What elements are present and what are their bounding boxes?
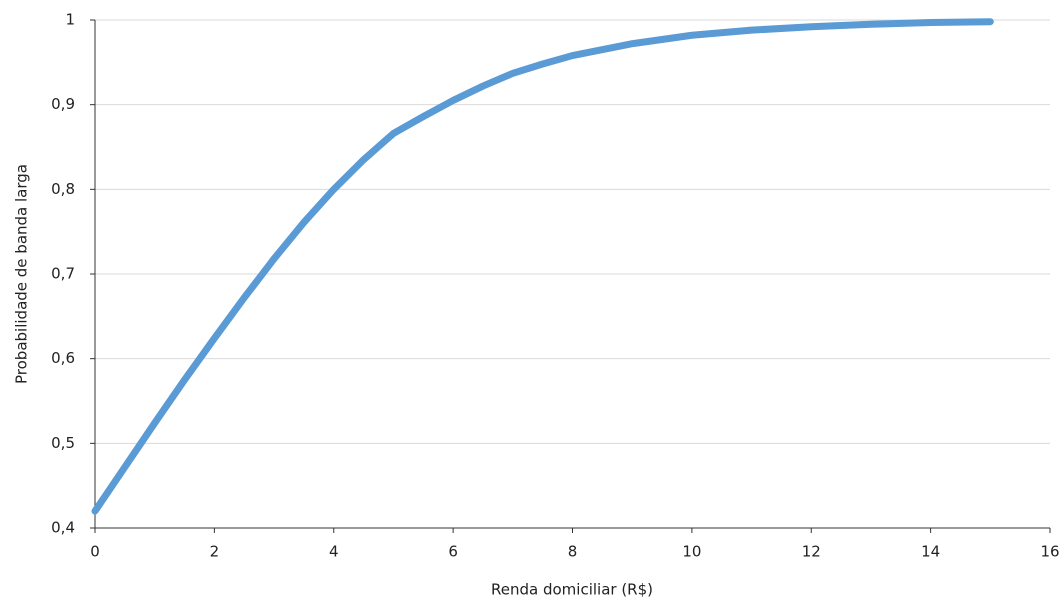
x-tick-label: 14 <box>921 543 940 561</box>
y-tick-label: 0,7 <box>51 265 75 283</box>
x-tick-label: 10 <box>682 543 701 561</box>
y-tick-label: 0,6 <box>51 349 75 367</box>
x-tick-label: 8 <box>568 543 578 561</box>
x-tick-label: 2 <box>210 543 220 561</box>
y-tick-label: 0,9 <box>51 95 75 113</box>
y-tick-label: 0,4 <box>51 519 75 537</box>
x-tick-label: 16 <box>1040 543 1059 561</box>
x-tick-label: 12 <box>802 543 821 561</box>
x-axis-title: Renda domiciliar (R$) <box>491 581 653 599</box>
y-tick-label: 1 <box>65 11 75 29</box>
data-line <box>91 18 994 515</box>
x-tick-label: 0 <box>90 543 100 561</box>
y-axis-title: Probabilidade de banda larga <box>13 164 31 384</box>
y-tick-label: 0,8 <box>51 180 75 198</box>
x-tick-label: 4 <box>329 543 339 561</box>
y-tick-label: 0,5 <box>51 434 75 452</box>
x-tick-label: 6 <box>448 543 458 561</box>
